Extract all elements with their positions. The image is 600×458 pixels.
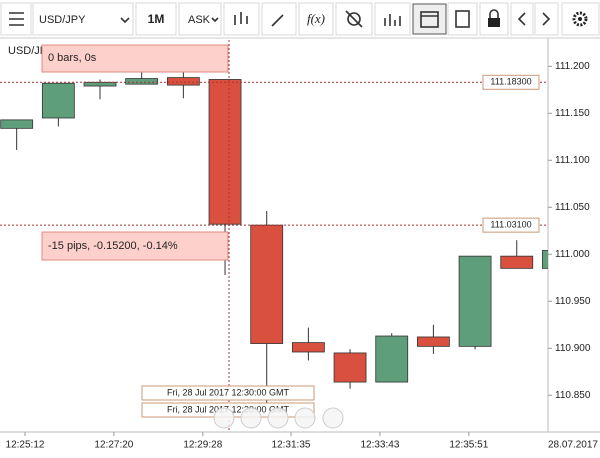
volume-button[interactable] (374, 2, 411, 36)
nav-button[interactable] (213, 407, 235, 429)
x-tick-label: 12:31:35 (272, 440, 311, 451)
candle-body (375, 335, 409, 383)
prev-button[interactable] (510, 2, 534, 36)
measure-label: -15 pips, -0.15200, -0.14% (48, 240, 178, 252)
candle-body (542, 250, 548, 269)
candle-body (458, 255, 492, 347)
calendar-button[interactable] (412, 3, 447, 35)
candle-body (291, 342, 325, 353)
y-tick-label: 111.000 (555, 249, 590, 260)
bars-box: 0 bars, 0s (41, 44, 229, 73)
y-tick-label: 110.950 (555, 296, 591, 307)
price-level-box (482, 74, 540, 90)
nav-button[interactable] (267, 407, 289, 429)
x-tick-label: 12:33:43 (360, 440, 399, 451)
candle-body (333, 352, 367, 383)
time-label: Fri, 28 Jul 2017 12:30:00 GMT (167, 387, 290, 397)
y-tick-label: 111.050 (555, 202, 590, 213)
y-tick-label: 111.200 (555, 61, 590, 72)
date-label: 28.07.2017 (548, 440, 598, 451)
symbol: USD/JPY (39, 14, 86, 26)
symbol-select[interactable]: USD/JPY (32, 2, 134, 36)
y-tick-label: 111.150 (555, 108, 590, 119)
y-tick-label: 111.100 (555, 155, 590, 166)
x-tick-label: 12:29:28 (183, 440, 222, 451)
nav-button[interactable] (294, 407, 316, 429)
menu-button[interactable] (0, 2, 32, 36)
nav-button[interactable] (240, 407, 262, 429)
navigation (213, 407, 344, 429)
candles (0, 71, 548, 404)
x-tick-label: 12:27:20 (94, 440, 133, 451)
bars-label: 0 bars, 0s (48, 52, 97, 64)
y-tick-label: 110.900 (555, 343, 591, 354)
indicator-button[interactable]: f(x) (298, 2, 334, 36)
function-label: f(x) (307, 11, 325, 26)
price-level-label: 111.03100 (490, 220, 531, 230)
y-tick-label: 110.850 (555, 390, 591, 401)
candle-body (0, 119, 34, 129)
side: ASK (188, 14, 211, 26)
chart-type-button[interactable] (223, 2, 260, 36)
visibility-button[interactable] (335, 2, 373, 36)
side-button[interactable]: ASK (178, 2, 222, 36)
measure-box: -15 pips, -0.15200, -0.14% (41, 231, 229, 261)
candle-body (500, 255, 534, 269)
time-box: Fri, 28 Jul 2017 12:30:00 GMT (141, 385, 315, 401)
nav-button[interactable] (322, 407, 344, 429)
lock-button[interactable] (479, 2, 509, 36)
next-button[interactable] (534, 2, 559, 36)
x-tick-label: 12:25:12 (6, 440, 45, 451)
draw-button[interactable] (261, 2, 297, 36)
calculator-button[interactable] (447, 2, 478, 36)
price-level-label: 111.18300 (490, 77, 531, 87)
candle-body (250, 224, 284, 344)
x-tick-label: 12:35:51 (449, 440, 488, 451)
candle-body (166, 77, 200, 86)
candle-body (83, 81, 117, 87)
period-button[interactable]: 1M (135, 2, 177, 36)
candle-body (416, 336, 450, 347)
settings-button[interactable] (561, 2, 600, 36)
candle-body (125, 78, 159, 85)
price-level-box (482, 217, 540, 233)
candle-body (41, 82, 75, 119)
period: 1M (148, 12, 165, 26)
candle-body (208, 79, 242, 225)
